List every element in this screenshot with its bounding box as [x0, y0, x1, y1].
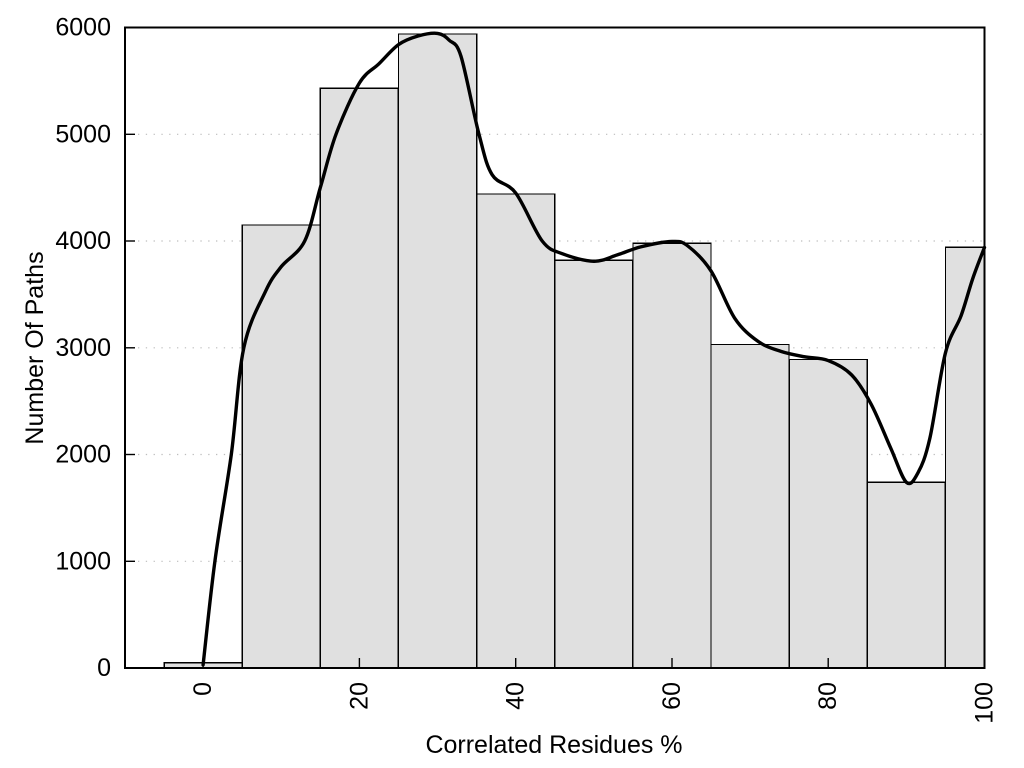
histogram-bar [944, 246, 986, 669]
histogram-bar [710, 343, 790, 669]
histogram-bar [554, 259, 634, 669]
histogram-bar [241, 224, 321, 669]
y-tick-label: 4000 [55, 227, 111, 255]
histogram-bar [397, 33, 478, 669]
trend-curve [201, 31, 987, 667]
histogram-bar [632, 242, 712, 669]
y-tick-label: 5000 [55, 120, 111, 148]
y-tick-label: 3000 [55, 334, 111, 362]
x-tick-label: 80 [814, 682, 842, 710]
y-axis-title: Number Of Paths [21, 251, 49, 444]
y-tick-label: 2000 [55, 441, 111, 469]
y-tick-label: 0 [97, 654, 111, 682]
x-tick-label: 100 [971, 682, 999, 724]
axis-tick-labels: 0 1000 2000 3000 4000 5000 6000 0 20 40 60 80 100 [55, 14, 998, 724]
x-tick-label: 40 [502, 682, 530, 710]
x-tick-label: 20 [345, 682, 373, 710]
x-axis-title: Correlated Residues % [425, 731, 682, 759]
histogram-bar [319, 87, 400, 669]
x-tick-label: 60 [658, 682, 686, 710]
axis-ticks [125, 26, 986, 669]
y-tick-label: 1000 [55, 547, 111, 575]
y-tick-label: 6000 [55, 14, 111, 42]
histogram-bar [788, 358, 868, 669]
x-tick-label: 0 [189, 682, 217, 696]
histogram-bar [866, 481, 947, 669]
histogram-bars [163, 33, 986, 669]
histogram-bar [475, 193, 556, 669]
smooth-trend-curve [201, 31, 987, 667]
